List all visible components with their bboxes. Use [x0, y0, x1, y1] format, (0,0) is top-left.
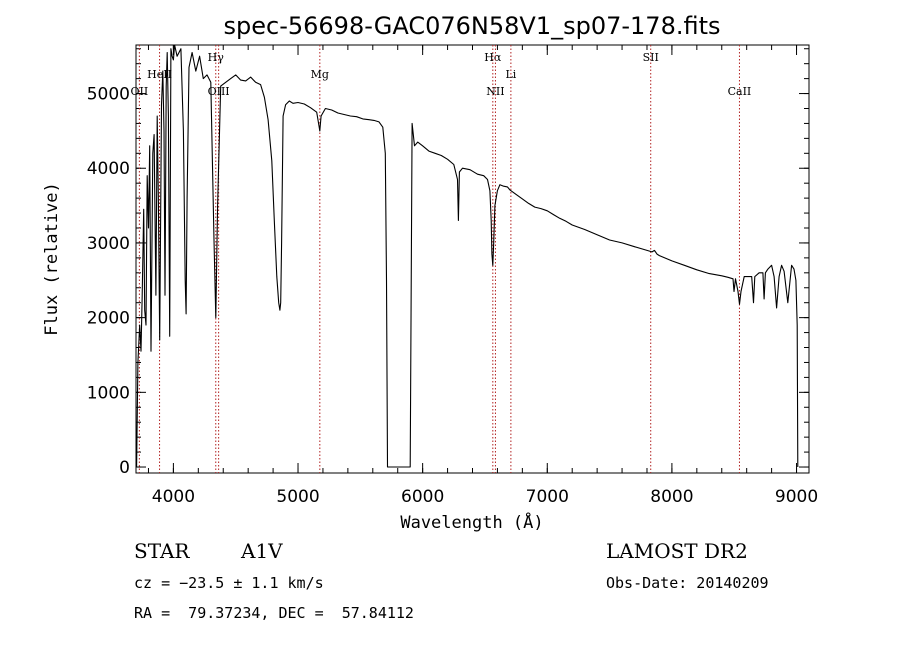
x-tick-label: 8000 — [650, 487, 693, 507]
spectral-line-label: CaII — [728, 85, 752, 98]
y-tick-label: 0 — [119, 458, 130, 478]
y-tick-label: 1000 — [87, 383, 130, 403]
chart-title: spec-56698-GAC076N58V1_sp07-178.fits — [224, 12, 721, 40]
spectral-line-label: OIII — [208, 85, 230, 98]
x-tick-label: 7000 — [526, 487, 569, 507]
spectral-line-label: NII — [486, 85, 504, 98]
x-axis-ticks: 4000 5000 6000 7000 8000 9000 — [152, 45, 818, 507]
redshift-velocity: cz = −23.5 ± 1.1 km/s — [134, 574, 324, 592]
spectral-line-label: Hα — [484, 51, 502, 64]
spectrum-line — [136, 44, 799, 468]
y-axis-label: Flux (relative) — [42, 182, 62, 336]
x-tick-label: 5000 — [276, 487, 319, 507]
survey-name: LAMOST DR2 — [606, 539, 748, 563]
plot-frame — [135, 44, 810, 474]
x-tick-label: 6000 — [401, 487, 444, 507]
coordinates: RA = 79.37234, DEC = 57.84112 — [134, 604, 414, 622]
x-tick-label: 9000 — [775, 487, 818, 507]
y-tick-label: 2000 — [87, 309, 130, 329]
x-axis-label: Wavelength (Å) — [400, 511, 543, 533]
spectral-line-label: OII — [131, 85, 149, 98]
object-class: STAR — [134, 539, 190, 563]
spectral-line-label: HeII — [147, 68, 172, 81]
subclass: A1V — [241, 539, 283, 563]
spectral-line-label: Li — [505, 68, 516, 81]
observation-date: Obs-Date: 20140209 — [606, 574, 769, 592]
spectral-line-label: SII — [643, 51, 659, 64]
spectral-line-label: Mg — [311, 68, 329, 81]
minor-ticks — [136, 45, 809, 473]
x-tick-label: 4000 — [152, 487, 195, 507]
spectral-line-label: Hγ — [208, 51, 225, 64]
y-axis-ticks: 0 1000 2000 3000 4000 5000 — [87, 85, 809, 478]
y-tick-label: 4000 — [87, 159, 130, 179]
y-tick-label: 3000 — [87, 234, 130, 254]
y-tick-label: 5000 — [87, 85, 130, 105]
